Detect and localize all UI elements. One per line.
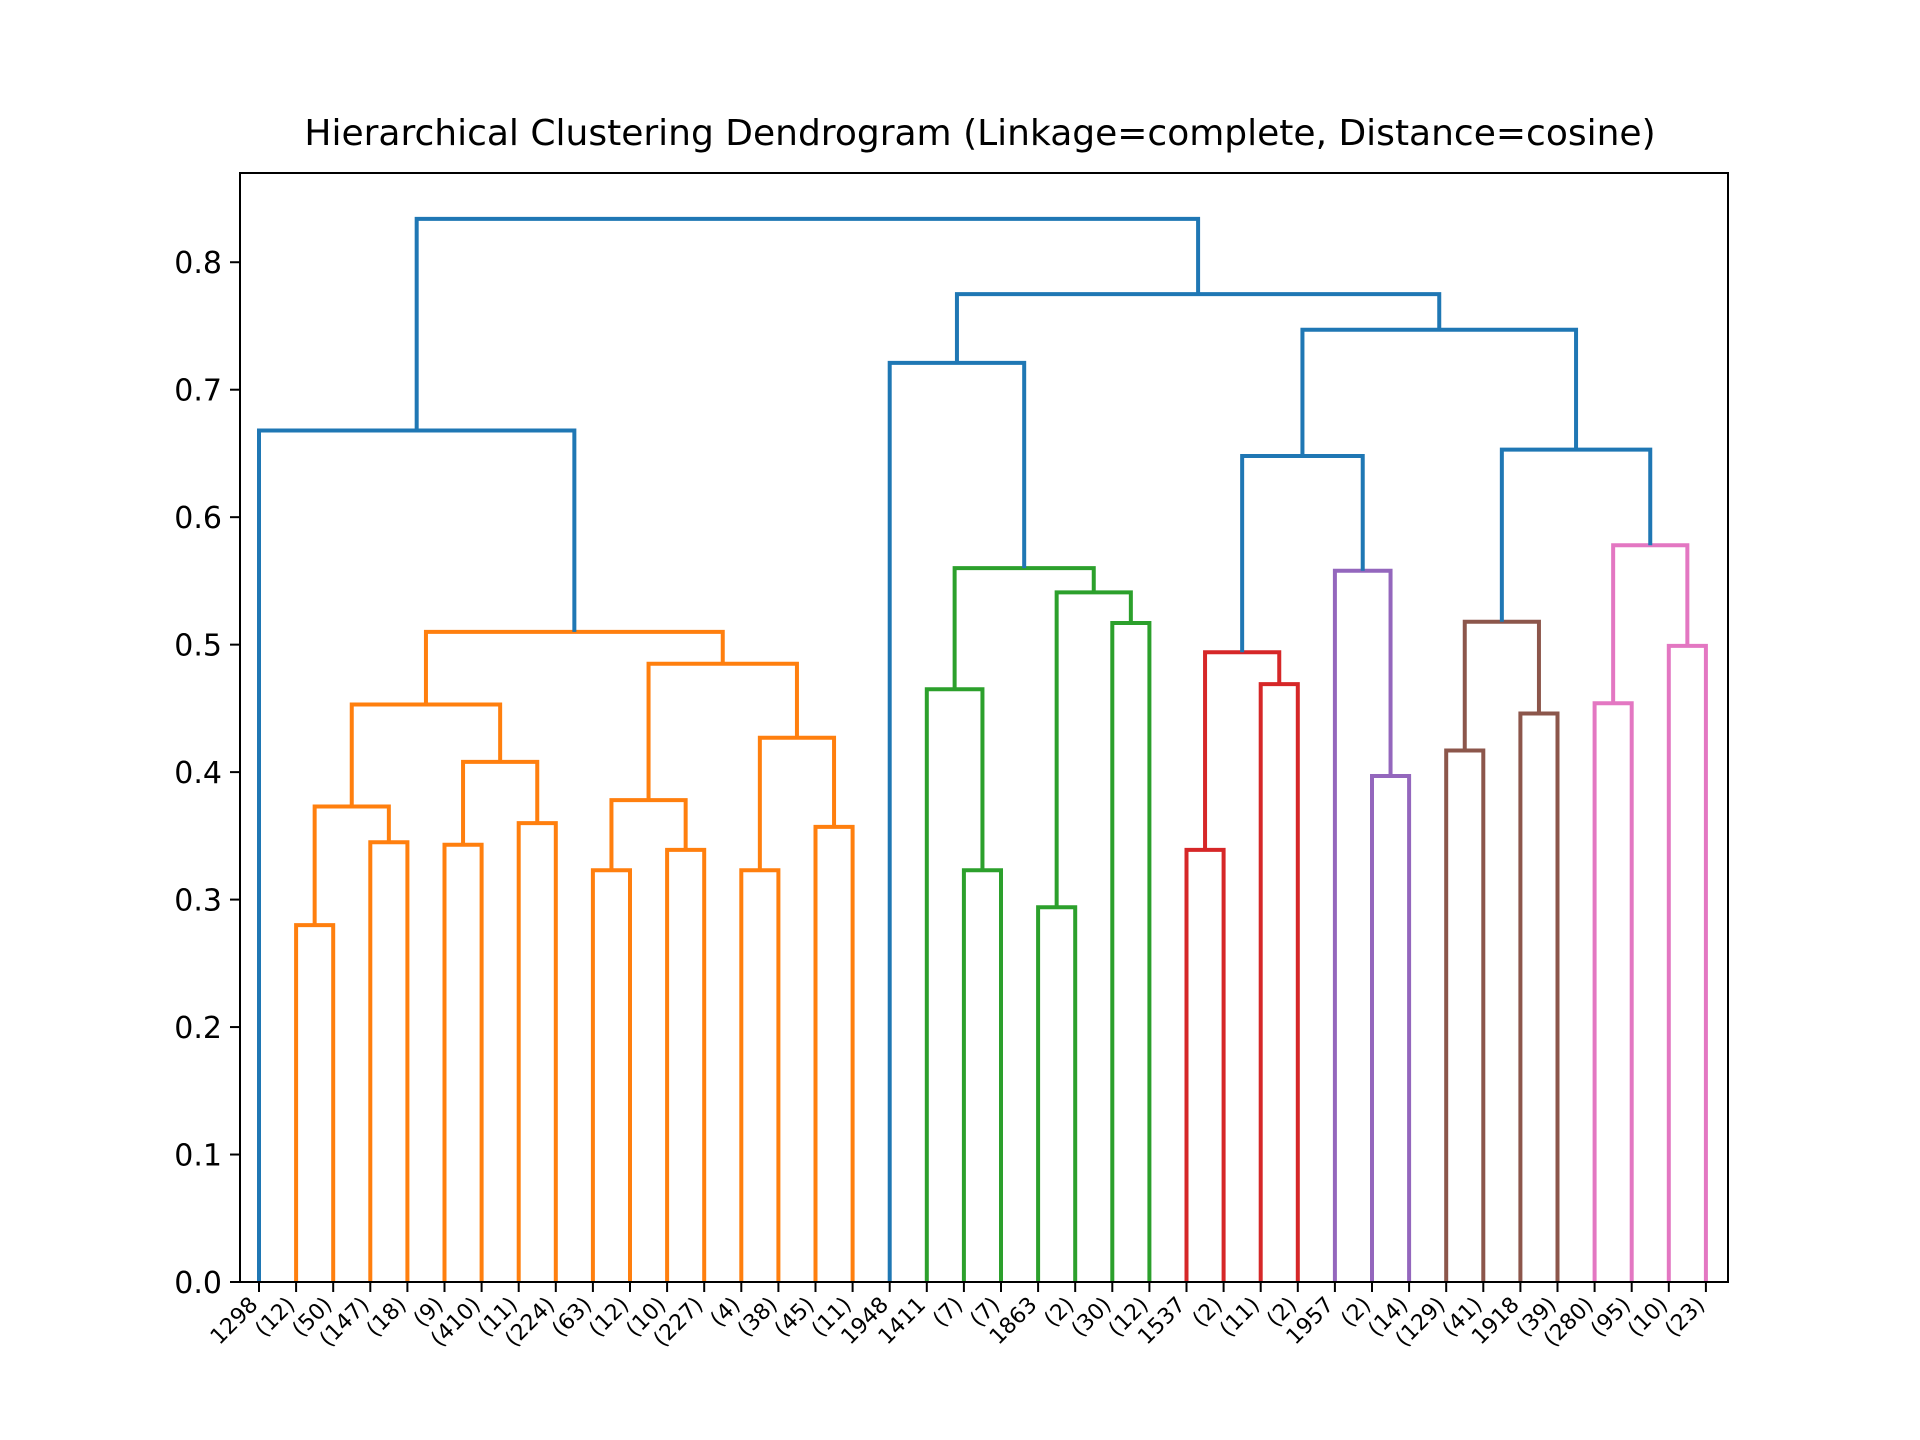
dendrogram-link [961,868,1003,1282]
dendrogram-link [1370,773,1412,1282]
dendrogram-link [924,687,985,1282]
dendrogram-link [368,840,410,1282]
y-tick-label: 0.2 [174,1011,222,1046]
leaf-label: (95) [1586,1293,1636,1343]
leaf-label: (38) [733,1293,783,1343]
dendrogram-link [1592,701,1634,1282]
dendrogram-link [1110,620,1152,1282]
dendrogram-link [1332,568,1393,1282]
dendrogram-links [257,216,1708,1282]
dendrogram-link [590,868,632,1282]
dendrogram-link [1444,748,1486,1282]
dendrogram-link [349,702,503,807]
y-tick-label: 0.6 [174,501,222,536]
leaf-label: (18) [362,1293,412,1343]
dendrogram-link [1300,327,1579,456]
dendrogram-link [1666,643,1708,1282]
dendrogram-link [952,566,1096,690]
dendrogram-link [1258,682,1300,1282]
dendrogram-link [609,798,688,871]
dendrogram-link [257,428,577,1282]
leaf-label: (45) [770,1293,820,1343]
plot-frame [239,172,1729,1283]
dendrogram-link [442,842,484,1282]
dendrogram-link [1184,847,1226,1282]
y-tick-label: 0.5 [174,629,222,664]
x-axis: 1298(12)(50)(147)(18)(9)(410)(11)(224)(6… [206,1282,1710,1352]
dendrogram-link [312,804,391,926]
dendrogram-link [461,759,540,845]
chart-title: Hierarchical Clustering Dendrogram (Link… [304,113,1655,154]
leaf-label: (12) [585,1293,635,1343]
dendrogram-link [646,661,799,801]
dendrogram-link [1054,590,1133,908]
dendrogram-link [1499,447,1653,622]
dendrogram-link [1518,711,1560,1282]
dendrogram-link [813,824,855,1282]
dendrogram-link [665,847,707,1282]
dendrogram-link [1462,619,1541,751]
leaf-label: (10) [1623,1293,1673,1343]
dendrogram-link [1036,905,1078,1282]
dendrogram-link [757,735,837,871]
dendrogram-link [1611,543,1690,704]
y-tick-label: 0.0 [174,1266,222,1301]
y-tick-label: 0.4 [174,756,222,791]
y-tick-label: 0.3 [174,884,222,919]
leaf-label: (23) [1661,1293,1711,1343]
leaf-label: (12) [251,1293,301,1343]
y-tick-label: 0.1 [174,1139,222,1174]
dendrogram-link [1203,650,1282,850]
y-axis: 0.0 0.1 0.2 0.3 0.4 0.5 0.6 0.7 0.8 [174,246,240,1301]
y-tick-label: 0.7 [174,374,222,409]
dendrogram-link [294,923,336,1282]
dendrogram-link [887,360,1027,1282]
y-tick-label: 0.8 [174,246,222,281]
leaf-label: (63) [548,1293,598,1343]
leaf-label: (30) [1067,1293,1117,1343]
dendrogram-link [414,216,1201,431]
leaf-label: (7) [928,1293,968,1333]
leaf-label: (11) [1215,1293,1265,1343]
dendrogram-link [516,821,558,1282]
dendrogram-link [739,868,781,1282]
dendrogram-link [1240,453,1365,653]
dendrogram-link [423,629,725,705]
dendrogram-link [954,292,1442,363]
